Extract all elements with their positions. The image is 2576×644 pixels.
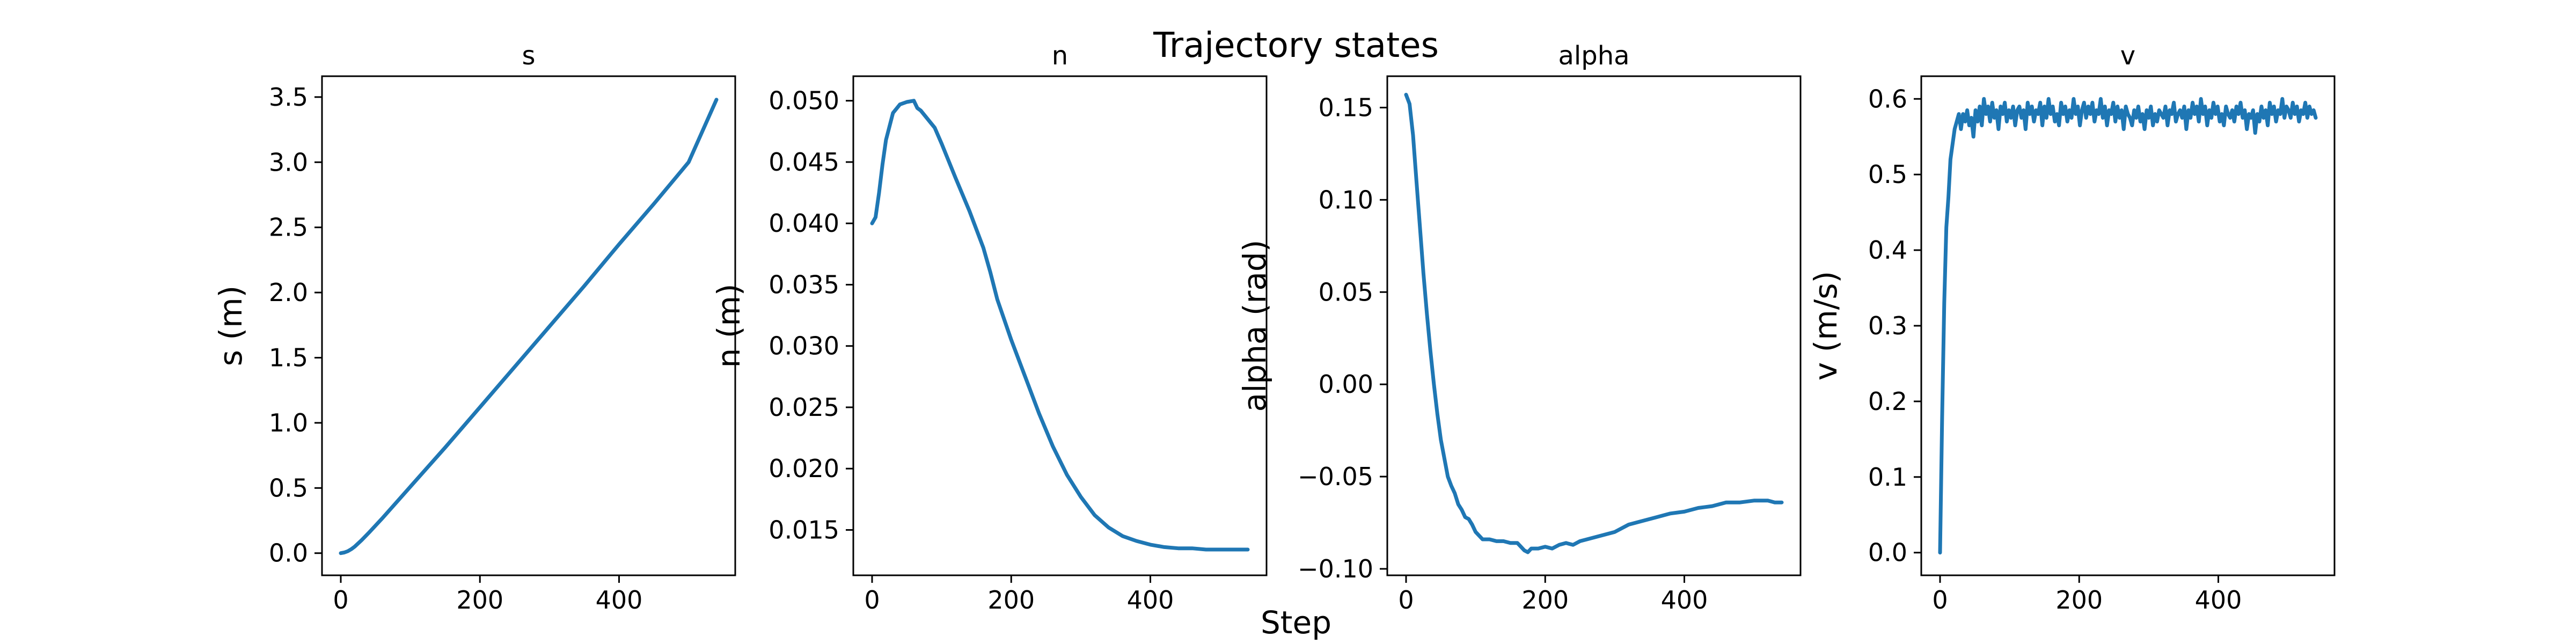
axes-frame-v: [1920, 75, 2336, 576]
y-axis-label-v: v (m/s): [1807, 271, 1844, 380]
subplot-title-v: v: [2120, 41, 2135, 71]
subplot-n: n n (m) 0 200 400 0.015 0.020 0.025 0.030 0.035 0.…: [711, 41, 1268, 614]
series-line-s: [339, 98, 719, 555]
x-tick-label: 400: [596, 586, 643, 614]
y-tick-label: 0.4: [1868, 236, 1907, 265]
x-tick-label: 200: [1521, 586, 1569, 614]
y-tick-label: 0.2: [1868, 387, 1907, 416]
y-tick-label: 0.035: [769, 270, 839, 299]
y-tick-label: 0.050: [769, 86, 839, 115]
subplot-panels: ss (m)0 200 4000.00.51.01.52.02.53.03.5nn …: [213, 41, 2336, 614]
y-tick-label: 0.025: [769, 393, 839, 422]
y-tick-label: 0.10: [1319, 185, 1373, 214]
x-tick-label: 0: [1932, 586, 1948, 614]
subplot-s: s s (m) 0 200 400 0.0 0.5 1.0 1.5 2.0 2.5 3.0 3.5: [213, 41, 736, 614]
y-tick-label: 0.6: [1868, 84, 1907, 113]
x-tick-label: 200: [456, 586, 503, 614]
x-tick-label: 400: [1661, 586, 1708, 614]
y-tick-label: 0.0: [1868, 538, 1907, 567]
y-axis-label-s: s (m): [213, 286, 249, 366]
figure-suptitle: Trajectory states: [1153, 26, 1439, 65]
y-axis-label-alpha: alpha (rad): [1236, 240, 1273, 412]
x-tick-label: 400: [2195, 586, 2242, 614]
y-tick-label: 0.045: [769, 148, 839, 177]
x-tick-label: 200: [987, 586, 1035, 614]
y-tick-label: 2.0: [269, 278, 308, 307]
x-tick-label: 200: [2055, 586, 2103, 614]
series-line-v: [1938, 97, 2318, 555]
x-tick-label: 0: [1398, 586, 1414, 614]
y-tick-label: 3.0: [269, 148, 308, 177]
series-line-alpha: [1404, 92, 1784, 554]
y-tick-label: 1.5: [269, 343, 308, 372]
x-tick-label: 0: [333, 586, 348, 614]
y-tick-label: −0.10: [1298, 554, 1373, 583]
y-tick-label: 0.020: [769, 454, 839, 483]
y-tick-label: 0.5: [1868, 160, 1907, 189]
y-axis-label-n: n (m): [711, 284, 747, 368]
y-tick-label: 0.040: [769, 209, 839, 238]
y-tick-label: 0.1: [1868, 463, 1907, 492]
subplot-title-n: n: [1052, 41, 1068, 71]
y-tick-label: 0.5: [269, 473, 308, 502]
y-tick-label: 0.3: [1868, 311, 1907, 340]
y-tick-label: 2.5: [269, 213, 308, 242]
y-tick-label: 0.05: [1319, 277, 1373, 306]
y-tick-label: −0.05: [1298, 462, 1373, 491]
subplot-v: v v (m/s) 0 200 400 0.0 0.1 0.2 0.3 0.4 0.5 0.6: [1807, 41, 2336, 614]
y-tick-label: 0.00: [1319, 370, 1373, 399]
x-tick-label: 0: [864, 586, 880, 614]
axes-frame-n: [852, 75, 1268, 576]
subplot-title-s: s: [522, 41, 535, 71]
series-line-n: [870, 99, 1250, 552]
y-tick-label: 1.0: [269, 408, 308, 437]
figure-xlabel: Step: [1261, 604, 1331, 641]
y-tick-label: 0.15: [1319, 93, 1373, 122]
subplot-alpha: alpha alpha (rad) 0 200 400 −0.10 −0.05 0.00 0.0…: [1236, 41, 1802, 614]
axes-frame-alpha: [1386, 75, 1802, 576]
x-tick-label: 400: [1127, 586, 1174, 614]
subplot-title-alpha: alpha: [1558, 41, 1629, 71]
y-tick-label: 3.5: [269, 83, 308, 112]
axes-frame-s: [321, 75, 736, 576]
y-tick-label: 0.030: [769, 332, 839, 361]
y-tick-label: 0.015: [769, 515, 839, 544]
y-tick-label: 0.0: [269, 539, 308, 568]
